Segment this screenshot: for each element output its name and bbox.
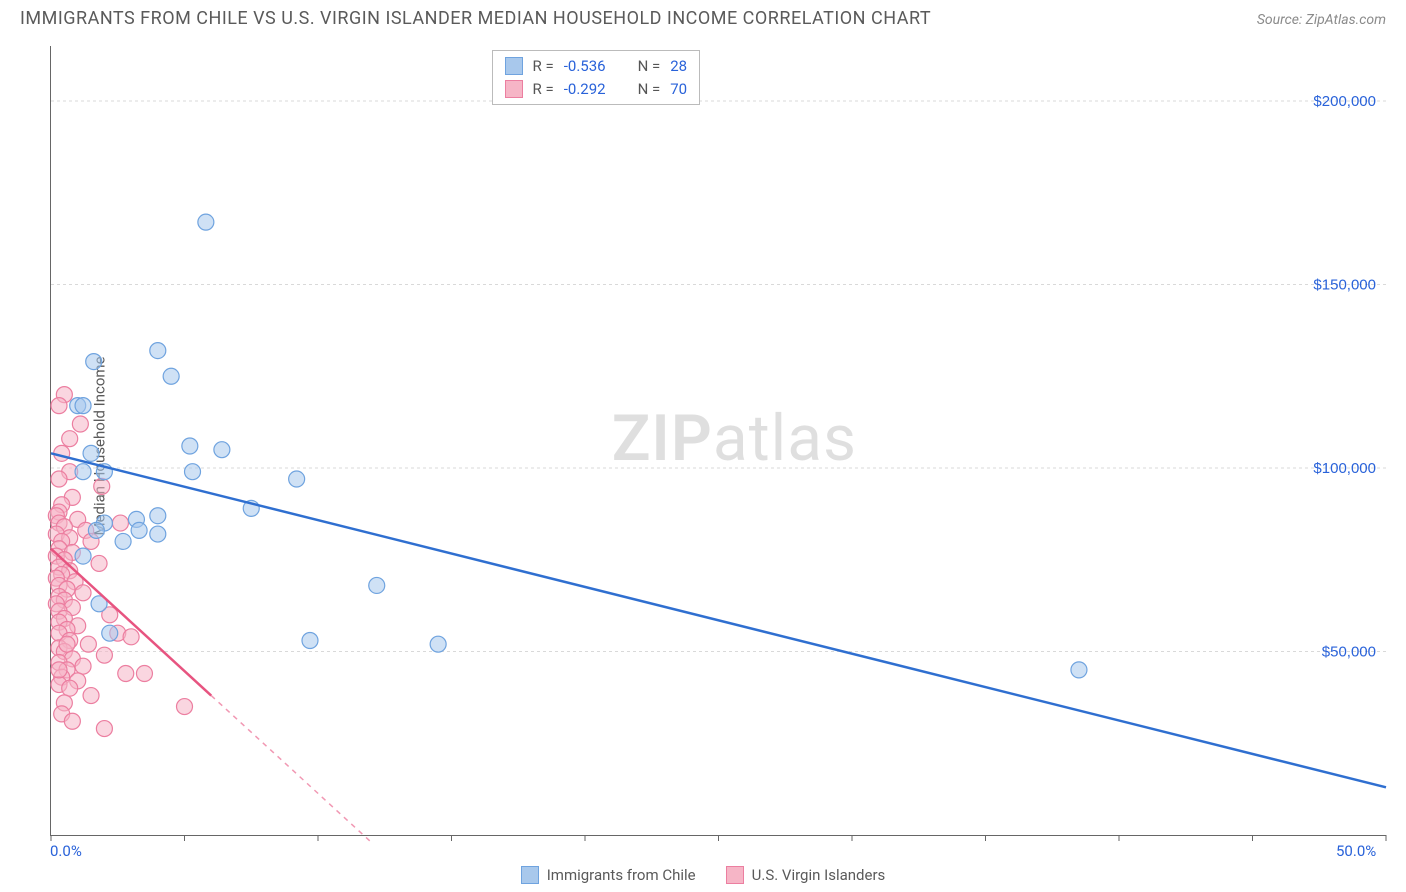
data-point [83, 445, 99, 461]
x-axis-max-label: 50.0% [1336, 842, 1376, 860]
data-point [80, 636, 96, 652]
correlation-legend-row: R =-0.292N =70 [505, 78, 688, 101]
data-point [1071, 662, 1087, 678]
data-point [86, 354, 102, 370]
data-point [75, 658, 91, 674]
data-point [83, 688, 99, 704]
y-tick-label: $150,000 [1313, 277, 1376, 294]
y-tick-label: $50,000 [1322, 644, 1376, 661]
data-point [182, 438, 198, 454]
data-point [430, 636, 446, 652]
correlation-legend: R =-0.536N =28R =-0.292N =70 [492, 50, 701, 105]
data-point [51, 471, 67, 487]
data-point [289, 471, 305, 487]
data-point [198, 214, 214, 230]
y-tick-label: $200,000 [1313, 93, 1376, 110]
legend-swatch [521, 866, 539, 884]
data-point [185, 464, 201, 480]
data-point [88, 522, 104, 538]
legend-swatch [505, 57, 523, 75]
data-point [94, 478, 110, 494]
data-point [51, 398, 67, 414]
trend-line-series2-dash [211, 696, 371, 843]
data-point [75, 464, 91, 480]
data-point [102, 625, 118, 641]
plot-area: $50,000$100,000$150,000$200,000 ZIPatlas… [50, 46, 1386, 836]
data-point [96, 647, 112, 663]
data-point [150, 526, 166, 542]
data-point [51, 662, 67, 678]
data-point [112, 515, 128, 531]
data-point [123, 629, 139, 645]
data-point [75, 585, 91, 601]
trend-line-series1 [51, 453, 1386, 787]
data-point [96, 721, 112, 737]
source-attribution: Source: ZipAtlas.com [1257, 12, 1386, 28]
data-point [214, 442, 230, 458]
data-point [150, 343, 166, 359]
data-point [136, 666, 152, 682]
legend-label: U.S. Virgin Islanders [752, 866, 886, 884]
data-point [163, 368, 179, 384]
data-point [64, 713, 80, 729]
chart-title: IMMIGRANTS FROM CHILE VS U.S. VIRGIN ISL… [20, 8, 931, 29]
legend-swatch [726, 866, 744, 884]
legend-swatch [505, 80, 523, 98]
data-point [118, 666, 134, 682]
data-point [177, 699, 193, 715]
data-point [62, 431, 78, 447]
correlation-legend-row: R =-0.536N =28 [505, 55, 688, 78]
data-point [72, 416, 88, 432]
legend-label: Immigrants from Chile [547, 866, 696, 884]
series-legend: Immigrants from Chile U.S. Virgin Islande… [0, 866, 1406, 884]
data-point [131, 522, 147, 538]
data-point [75, 398, 91, 414]
data-point [150, 508, 166, 524]
scatter-svg: $50,000 $100,000 $150,000 $200,000 [51, 46, 1386, 835]
data-point [59, 636, 75, 652]
data-point [369, 577, 385, 593]
data-point [302, 633, 318, 649]
data-point [115, 533, 131, 549]
y-tick-label: $100,000 [1313, 460, 1376, 477]
data-point [62, 680, 78, 696]
legend-item: U.S. Virgin Islanders [726, 866, 886, 884]
legend-item: Immigrants from Chile [521, 866, 696, 884]
data-point [91, 555, 107, 571]
x-axis-min-label: 0.0% [50, 842, 82, 860]
data-point [75, 548, 91, 564]
